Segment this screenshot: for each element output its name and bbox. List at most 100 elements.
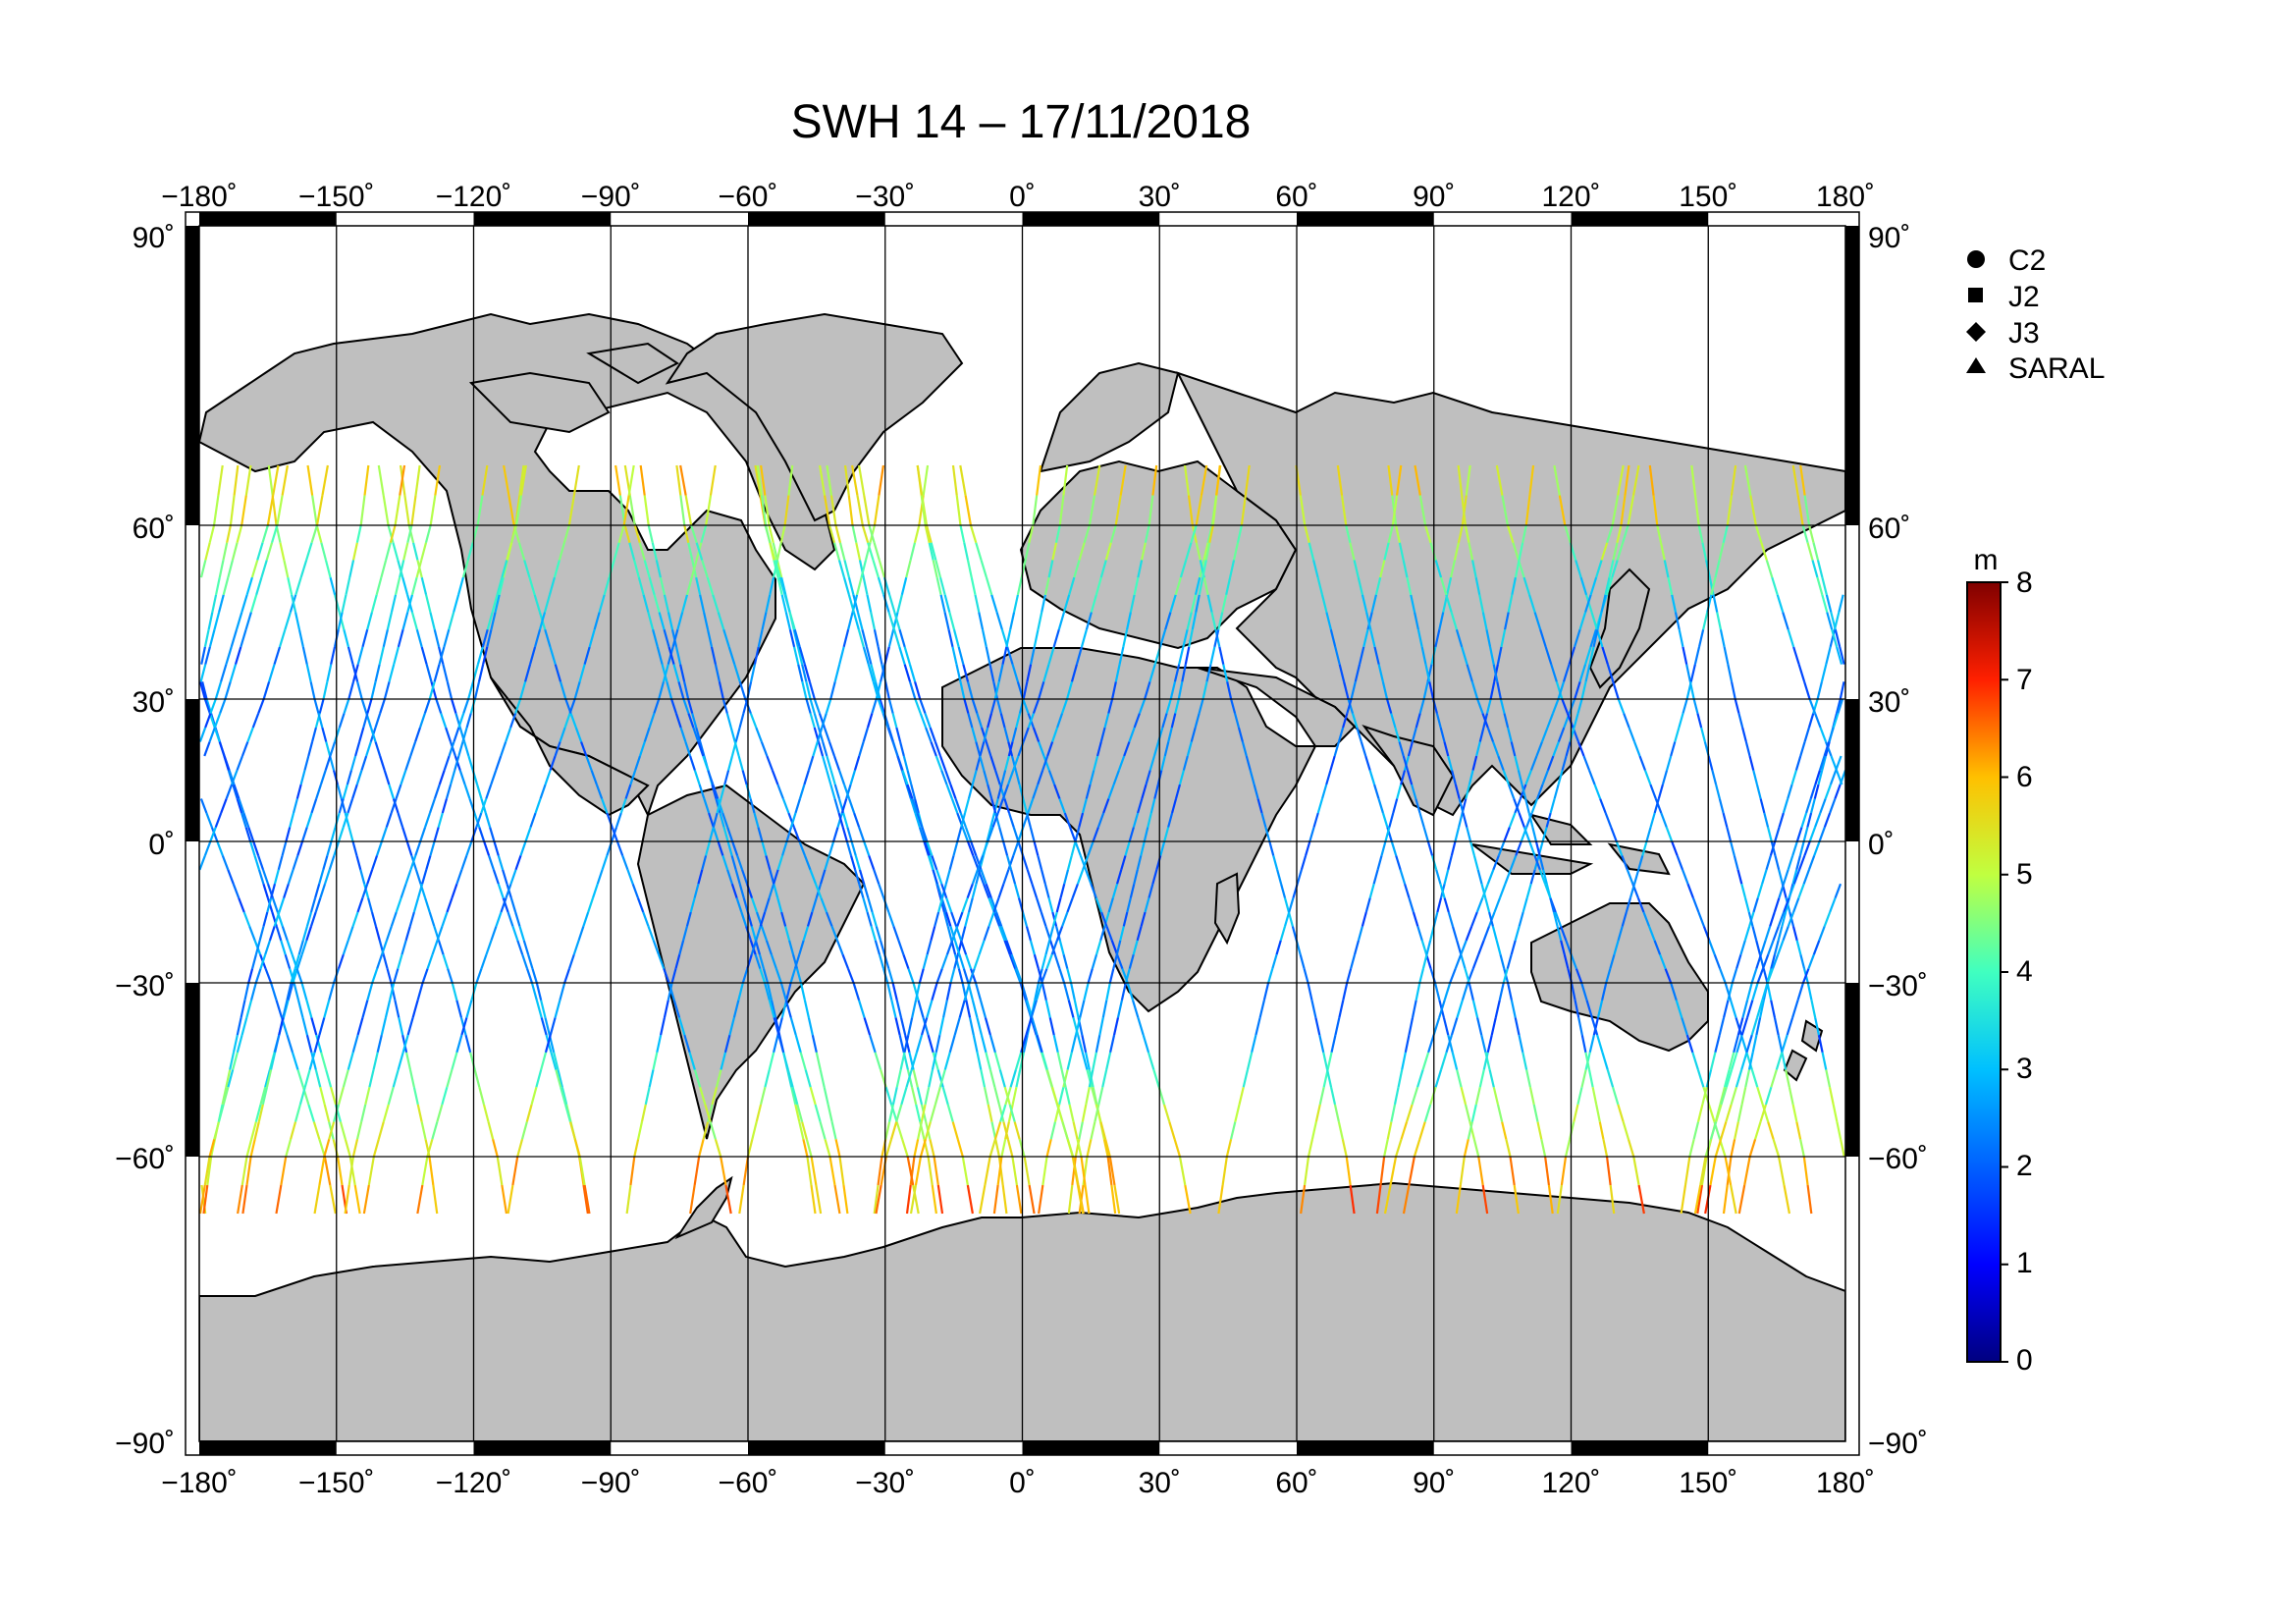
track-segment (1081, 1052, 1089, 1070)
track-segment (1633, 741, 1641, 757)
track-segment (866, 911, 873, 927)
track-segment (1280, 883, 1287, 898)
track-segment (1334, 646, 1341, 665)
track-segment (997, 1156, 1004, 1186)
track-segment (878, 953, 885, 969)
track-segment (1636, 897, 1645, 913)
track-segment (837, 560, 846, 578)
lon-labels-bottom: −180˚ −150˚ −120˚ −90˚ −60˚ −30˚ 0˚ 30˚ … (161, 1467, 1875, 1499)
track-segment (1008, 1104, 1016, 1122)
track-segment (1806, 982, 1813, 1001)
track-segment (1762, 968, 1769, 984)
track-segment (1807, 524, 1815, 543)
track-segment (936, 1069, 944, 1088)
track-segment (390, 798, 398, 814)
track-segment (702, 1121, 710, 1140)
track-segment (1570, 953, 1577, 969)
track-segment (809, 1086, 817, 1106)
track-segment (511, 1156, 519, 1186)
track-segment (1637, 855, 1644, 871)
track-segment (1002, 1121, 1009, 1140)
track-segment (203, 1156, 211, 1186)
track-segment (1591, 1086, 1598, 1106)
track-segment (833, 798, 840, 814)
track-segment (749, 798, 756, 814)
track-segment (284, 953, 292, 969)
track-segment (1053, 784, 1061, 799)
track-segment (806, 911, 814, 927)
track-segment (773, 1034, 779, 1054)
track-segment (1198, 698, 1204, 714)
track-segment (277, 855, 284, 871)
track-segment (1381, 812, 1389, 828)
track-segment (392, 1069, 400, 1088)
track-segment (323, 1104, 331, 1122)
map-title: SWH 14 – 17/11/2018 (791, 96, 1252, 148)
track-segment (813, 698, 821, 714)
track-segment (1533, 612, 1542, 630)
track-segment (1829, 798, 1837, 814)
track-segment (837, 770, 846, 785)
track-segment (1475, 897, 1484, 913)
track-segment (1798, 840, 1805, 856)
track-segment (1576, 1086, 1583, 1106)
track-segment (623, 524, 631, 543)
track-segment (866, 594, 873, 613)
track-segment (1418, 812, 1425, 828)
track-segment (894, 1017, 901, 1036)
track-segment (853, 755, 861, 771)
track-segment (428, 1156, 435, 1186)
track-segment (1488, 1069, 1495, 1088)
track-segment (389, 982, 396, 1001)
track-segment (458, 770, 466, 785)
track-segment (1574, 680, 1581, 700)
track-segment (204, 542, 211, 561)
track-segment (525, 1104, 533, 1122)
track-segment (1579, 576, 1588, 596)
track-segment (236, 755, 243, 771)
track-segment (1525, 812, 1533, 828)
track-segment (386, 968, 393, 984)
track-segment (1092, 827, 1099, 842)
track-segment (218, 594, 225, 613)
track-segment (371, 968, 379, 984)
track-segment (253, 855, 261, 871)
track-segment (344, 1139, 351, 1158)
track-segment (702, 755, 710, 771)
track-segment (1009, 869, 1017, 885)
lat-tick-label: −60˚ (115, 1143, 175, 1175)
track-segment (1398, 542, 1405, 561)
track-segment (1616, 524, 1623, 543)
track-segment (855, 542, 862, 561)
track-segment (1656, 524, 1663, 543)
track-segment (962, 968, 970, 984)
track-segment (746, 1139, 754, 1158)
track-segment (368, 1069, 375, 1088)
track-segment (966, 1184, 974, 1215)
track-segment (1761, 1104, 1770, 1122)
track-segment (266, 897, 273, 913)
track-segment (393, 646, 400, 665)
track-segment (1840, 1139, 1845, 1158)
track-segment (1048, 926, 1055, 942)
lon-labels-top: −180˚ −150˚ −120˚ −90˚ −60˚ −30˚ 0˚ 30˚ … (161, 181, 1875, 213)
track-segment (490, 770, 498, 785)
track-segment (1387, 464, 1394, 496)
track-segment (971, 1000, 979, 1018)
track-segment (232, 1052, 239, 1070)
track-segment (354, 741, 361, 757)
track-segment (1225, 1139, 1233, 1158)
track-segment (1657, 784, 1664, 799)
track-segment (927, 1034, 934, 1054)
track-segment (1032, 698, 1041, 714)
track-segment (284, 612, 292, 630)
track-segment (348, 560, 355, 578)
track-segment (1766, 982, 1773, 1001)
track-segment (1777, 1156, 1786, 1186)
track-segment (1316, 798, 1324, 814)
frame-segment (186, 983, 199, 1157)
track-segment (1434, 628, 1441, 648)
track-segment (1536, 1121, 1543, 1140)
track-segment (1094, 1104, 1100, 1122)
track-segment (1275, 940, 1282, 955)
